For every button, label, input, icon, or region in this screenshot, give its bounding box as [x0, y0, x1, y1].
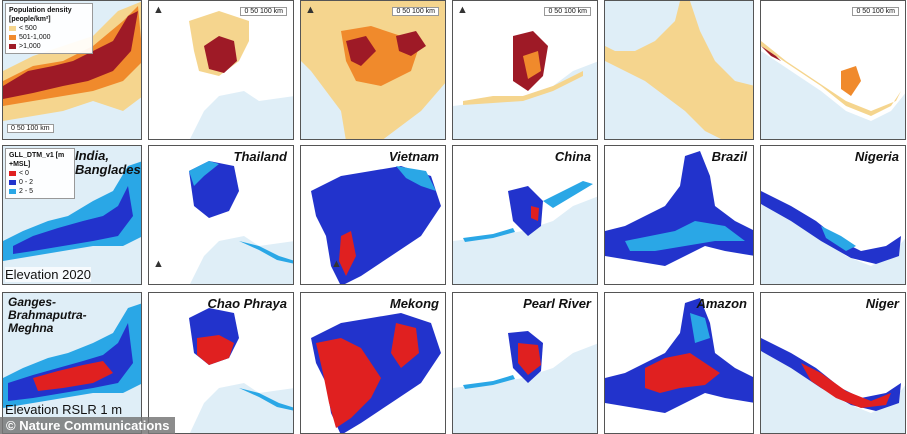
map-population-nigeria [761, 1, 905, 121]
legend-elevation-title: GLL_DTM_v1 [m +MSL] [9, 152, 65, 168]
panel-population-nigeria: 0 50 100 km [760, 0, 906, 140]
map-population-vietnam [301, 1, 445, 139]
panel-population-vietnam: ▲ 0 50 100 km [300, 0, 446, 140]
map-rslr-vietnam [301, 293, 445, 433]
map-elevation-brazil [605, 146, 753, 284]
row-caption-elevation-2020: Elevation 2020 [5, 267, 92, 282]
panel-elevation-brazil: Brazil [604, 145, 754, 285]
row-caption-rslr: Elevation RSLR 1 m [5, 402, 123, 417]
scale-bar: 0 50 100 km [544, 7, 591, 16]
map-rslr-china [453, 293, 597, 389]
delta-label: Amazon [696, 296, 747, 311]
country-label: India, Bangladesh [75, 148, 142, 177]
scale-bar: 0 50 100 km [852, 7, 899, 16]
country-label: China [554, 149, 591, 164]
legend-elevation: GLL_DTM_v1 [m +MSL] < 0 0 - 2 2 - 5 [5, 148, 75, 199]
delta-label: Ganges-Brahmaputra-Meghna [8, 295, 87, 335]
scale-bar: 0 50 100 km [7, 124, 54, 133]
map-population-china [453, 1, 597, 106]
panel-elevation-gbm: GLL_DTM_v1 [m +MSL] < 0 0 - 2 2 - 5 Indi… [2, 145, 142, 285]
country-label: Vietnam [388, 149, 439, 164]
legend-item-label: >1,000 [19, 43, 41, 50]
panel-rslr-nigeria: Niger [760, 292, 906, 434]
legend-swatch [9, 25, 16, 31]
legend-item: 0 - 2 [9, 178, 71, 187]
north-arrow-icon: ▲ [457, 4, 468, 16]
legend-population: Population density [people/km²] < 500 50… [5, 3, 93, 54]
map-elevation-china [453, 146, 597, 242]
map-population-brazil [605, 1, 753, 139]
legend-item: < 0 [9, 169, 71, 178]
map-elevation-vietnam [301, 146, 445, 284]
north-arrow-icon: ▲ [305, 4, 316, 16]
panel-population-china: ▲ 0 50 100 km [452, 0, 598, 140]
legend-population-title: Population density [people/km²] [9, 7, 72, 23]
north-arrow-icon: ▲ [331, 258, 342, 270]
legend-item: >1,000 [9, 42, 89, 51]
panel-elevation-vietnam: Vietnam ▲ [300, 145, 446, 285]
scale-bar: 0 50 100 km [240, 7, 287, 16]
legend-swatch [9, 43, 16, 49]
delta-label: Chao Phraya [207, 296, 287, 311]
panel-rslr-vietnam: Mekong [300, 292, 446, 434]
country-label: Thailand [233, 149, 287, 164]
legend-item-label: < 500 [19, 25, 37, 32]
north-arrow-icon: ▲ [153, 258, 164, 270]
panel-elevation-nigeria: Nigeria [760, 145, 906, 285]
north-arrow-icon: ▲ [153, 4, 164, 16]
map-elevation-thailand [149, 146, 293, 284]
scale-bar: 0 50 100 km [392, 7, 439, 16]
panel-elevation-china: China [452, 145, 598, 285]
legend-item-label: 0 - 2 [19, 179, 34, 186]
country-label: Brazil [711, 149, 747, 164]
panel-rslr-gbm: Ganges-Brahmaputra-Meghna Elevation RSLR… [2, 292, 142, 434]
legend-item: 2 - 5 [9, 187, 71, 196]
map-elevation-gbm [3, 161, 141, 261]
map-population-thailand [149, 1, 293, 139]
map-rslr-nigeria [761, 293, 905, 413]
panel-rslr-brazil: Amazon [604, 292, 754, 434]
delta-label: Mekong [389, 296, 439, 311]
country-label: Nigeria [854, 149, 899, 164]
delta-label: Pearl River [523, 296, 591, 311]
map-rslr-thailand [149, 293, 293, 433]
legend-item-label: 501-1,000 [19, 34, 51, 41]
legend-swatch [9, 188, 16, 194]
map-elevation-nigeria [761, 146, 905, 266]
legend-item: 501-1,000 [9, 33, 89, 42]
map-rslr-gbm [3, 303, 141, 408]
panel-population-brazil [604, 0, 754, 140]
panel-rslr-china: Pearl River [452, 292, 598, 434]
credit-watermark: © Nature Communications [0, 417, 176, 434]
map-population-gbm [3, 1, 141, 121]
delta-label: Niger [865, 296, 899, 311]
legend-item-label: < 0 [19, 170, 29, 177]
legend-swatch [9, 170, 16, 176]
legend-item: < 500 [9, 24, 89, 33]
panel-population-gbm: Population density [people/km²] < 500 50… [2, 0, 142, 140]
legend-item-label: 2 - 5 [19, 188, 34, 195]
legend-swatch [9, 179, 16, 185]
panel-rslr-thailand: Chao Phraya [148, 292, 294, 434]
map-rslr-brazil [605, 293, 753, 433]
legend-swatch [9, 34, 16, 40]
panel-population-thailand: ▲ 0 50 100 km [148, 0, 294, 140]
panel-elevation-thailand: Thailand ▲ [148, 145, 294, 285]
